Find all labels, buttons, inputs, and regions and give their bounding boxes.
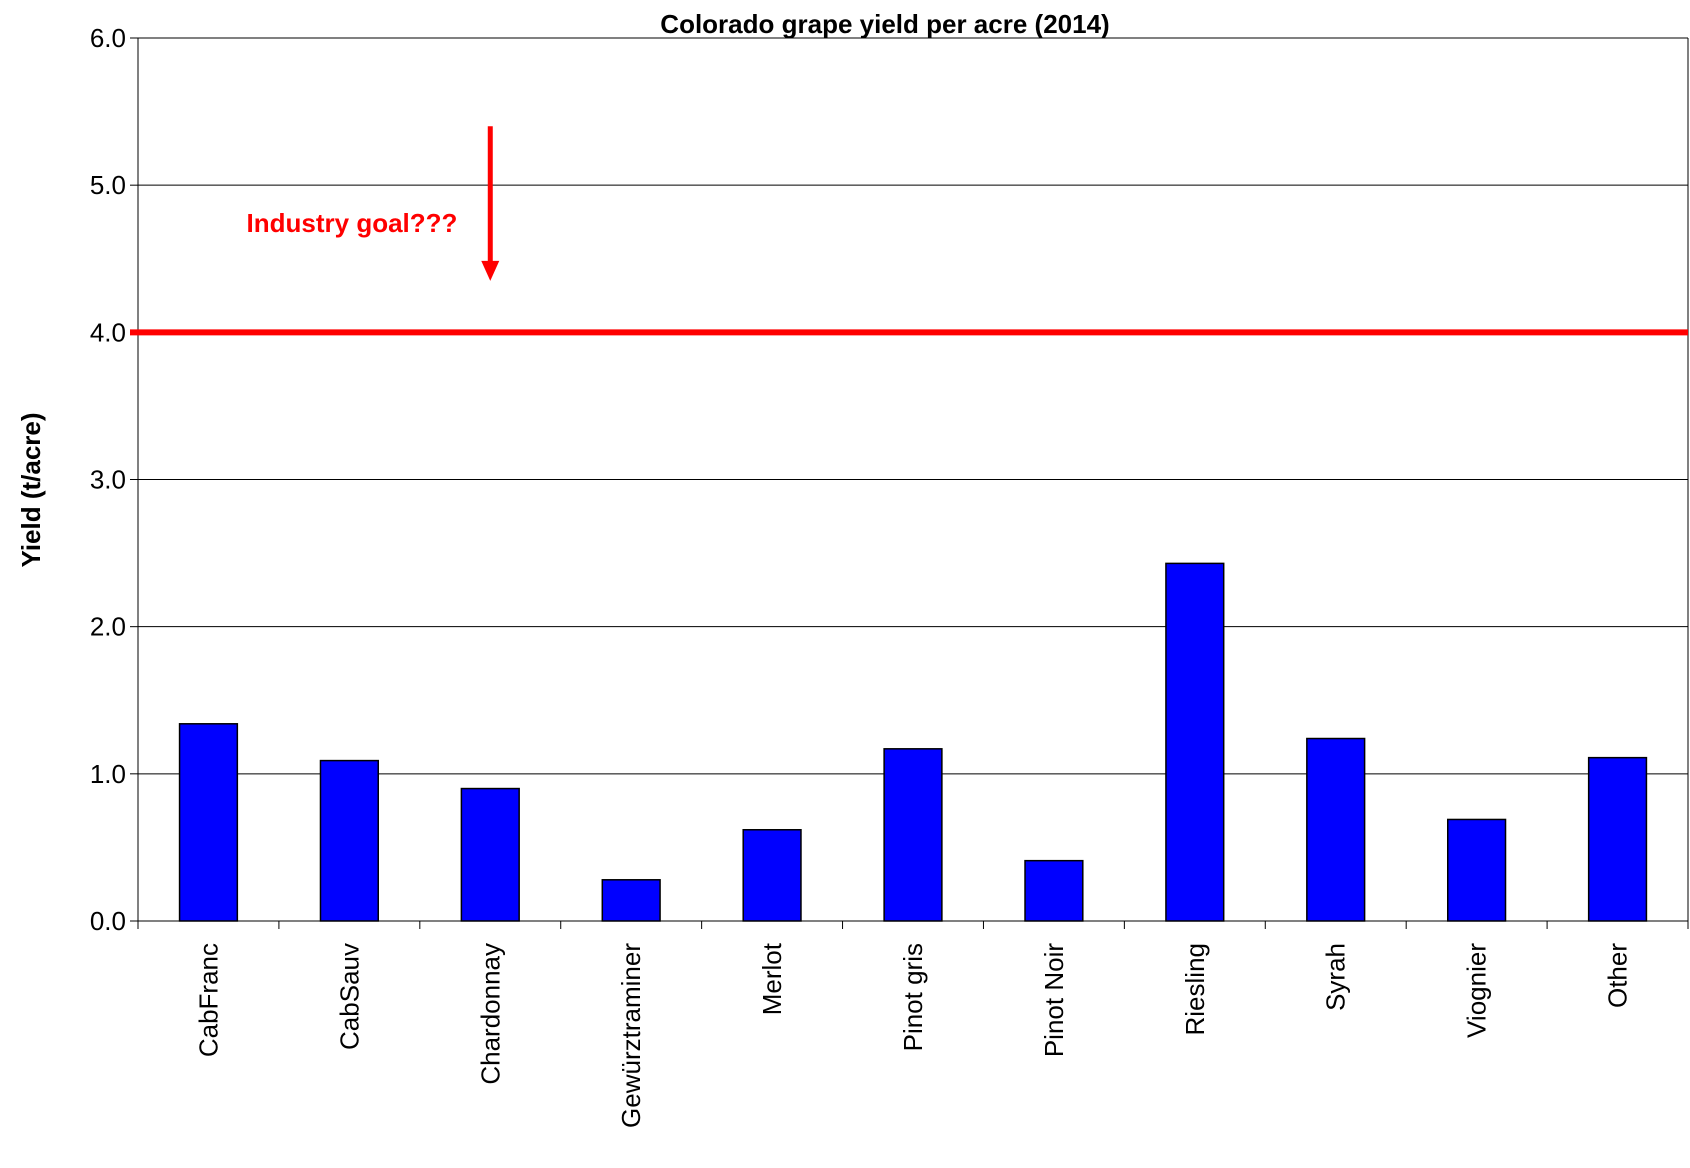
x-tick-label: Gewürztraminer — [616, 943, 646, 1128]
x-tick-label: Chardonnay — [475, 943, 505, 1085]
chart-title: Colorado grape yield per acre (2014) — [660, 9, 1109, 39]
bar-cabsauv — [319, 759, 379, 922]
bar-merlot — [742, 829, 802, 922]
x-tick-label: Other — [1603, 943, 1633, 1008]
y-tick-label: 1.0 — [90, 759, 126, 789]
x-tick-label: Syrah — [1321, 943, 1351, 1011]
annotation-arrow-head — [481, 260, 500, 281]
bar-chardonnay — [460, 787, 520, 922]
x-tick-label: Pinot Noir — [1039, 943, 1069, 1057]
axes — [130, 37, 1689, 929]
annotation-group: Industry goal??? — [247, 126, 500, 281]
x-tick-label: Riesling — [1180, 943, 1210, 1036]
y-tick-label: 0.0 — [90, 906, 126, 936]
bars — [178, 562, 1648, 922]
y-tick-label: 5.0 — [90, 170, 126, 200]
bar-pinot-noir — [1024, 859, 1084, 922]
y-tick-label: 3.0 — [90, 465, 126, 495]
x-tick-label: Merlot — [757, 942, 787, 1015]
x-tick-label: Pinot gris — [898, 943, 928, 1051]
gridlines — [138, 37, 1688, 775]
bar-viognier — [1447, 818, 1507, 922]
x-tick-labels: CabFranc CabSauv Chardonnay Gewürztraminer M… — [193, 942, 1632, 1128]
y-tick-labels: 0.0 1.0 2.0 3.0 4.0 5.0 6.0 — [90, 23, 126, 936]
bar-gew-rztraminer — [601, 879, 661, 922]
bar-cabfranc — [178, 723, 239, 922]
y-tick-label: 6.0 — [90, 23, 126, 53]
y-axis-label: Yield (t/acre) — [16, 412, 46, 567]
x-tick-label: CabSauv — [334, 943, 364, 1050]
industry-goal-annotation: Industry goal??? — [247, 208, 458, 238]
bar-riesling — [1165, 562, 1225, 922]
y-tick-label: 4.0 — [90, 317, 126, 347]
bar-pinot-gris — [883, 748, 943, 922]
bar-syrah — [1306, 737, 1366, 922]
bar-other — [1587, 756, 1648, 922]
y-tick-label: 2.0 — [90, 612, 126, 642]
x-tick-label: Viognier — [1462, 943, 1492, 1038]
x-tick-label: CabFranc — [193, 943, 223, 1057]
